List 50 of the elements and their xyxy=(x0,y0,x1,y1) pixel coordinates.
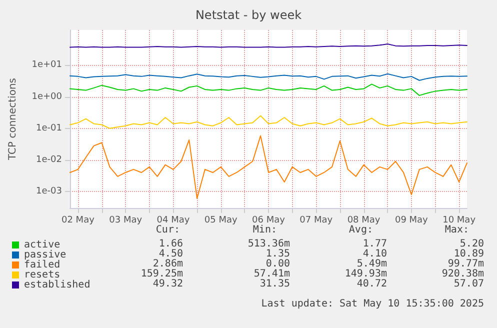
text: 1.66 xyxy=(158,238,183,250)
text: 49.32 xyxy=(152,278,183,290)
legend-label: established xyxy=(24,280,90,290)
x-tick-label: 07 May xyxy=(300,216,334,226)
x-tick-label: 03 May xyxy=(109,216,143,226)
text: 1.35 xyxy=(266,248,290,260)
legend-label: active xyxy=(24,240,60,250)
x-tick-label: 06 May xyxy=(252,216,286,226)
legend-label: failed xyxy=(24,260,60,270)
x-tick-label: 09 May xyxy=(394,216,429,226)
text: Max: xyxy=(444,224,469,236)
text: 920.38m xyxy=(442,268,484,280)
text: Min: xyxy=(252,224,277,236)
line-series xyxy=(70,84,468,96)
text: Cur: xyxy=(156,224,180,236)
y-tick-label: 1e+00 xyxy=(32,92,62,102)
y-tick-label: 1e-03 xyxy=(36,186,62,196)
text: 40.72 xyxy=(356,278,387,290)
y-tick-label: 1e-02 xyxy=(36,154,62,165)
line-series xyxy=(70,135,468,199)
y-axis-title: TCP connections xyxy=(8,78,18,162)
line-series xyxy=(70,73,468,81)
text: 99.77m xyxy=(448,258,484,270)
text: 31.35 xyxy=(260,278,290,290)
x-tick-label: 02 May xyxy=(61,216,96,226)
text: 513.36m xyxy=(248,238,290,250)
text: 4.10 xyxy=(362,248,387,260)
legend-label: resets xyxy=(24,270,60,280)
text: 1.77 xyxy=(362,238,387,250)
text: Avg: xyxy=(348,224,373,236)
text: 5.20 xyxy=(460,238,484,250)
x-tick-label: 10 May xyxy=(442,216,476,226)
text: 149.93m xyxy=(344,268,387,280)
text: 4.50 xyxy=(158,248,183,260)
text: 5.49m xyxy=(356,258,387,270)
legend-label: passive xyxy=(24,250,66,260)
y-tick-label: 1e+01 xyxy=(32,60,62,70)
line-series xyxy=(70,115,468,129)
text: 57.41m xyxy=(254,268,290,280)
text: Last update: Sat May 10 15:35:00 2025 xyxy=(261,298,484,310)
x-tick-label: 05 May xyxy=(204,216,238,226)
text: 10.89 xyxy=(454,248,484,260)
text: 2.86m xyxy=(152,258,183,270)
y-tick-label: 1e-01 xyxy=(36,123,62,134)
chart-title: Netstat - by week xyxy=(195,8,302,22)
text: 57.07 xyxy=(454,278,484,290)
text: 159.25m xyxy=(140,268,183,280)
text: 0.00 xyxy=(266,258,290,270)
x-tick-label: 04 May xyxy=(156,216,190,226)
x-tick-label: 08 May xyxy=(347,216,381,226)
